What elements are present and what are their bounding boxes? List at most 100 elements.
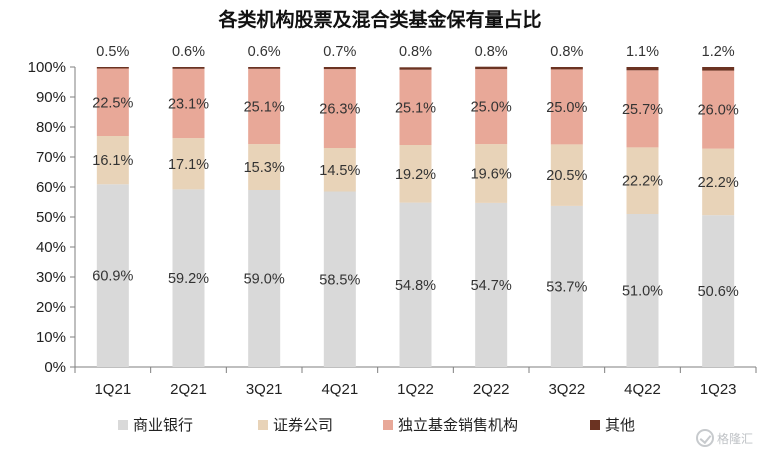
bar-segment xyxy=(172,138,205,190)
bar-segment xyxy=(702,148,735,216)
data-label: 20.5% xyxy=(546,168,587,184)
y-tick-label: 60% xyxy=(36,179,66,196)
bar-segment xyxy=(475,69,508,145)
data-label: 0.8% xyxy=(399,44,432,60)
legend-swatch xyxy=(258,420,268,430)
data-label: 53.7% xyxy=(546,279,587,295)
data-label: 22.5% xyxy=(92,95,133,111)
bar-segment xyxy=(323,148,356,192)
data-label: 0.6% xyxy=(248,44,281,60)
bar-segment xyxy=(475,144,508,203)
data-label: 19.2% xyxy=(395,167,436,183)
data-label: 26.0% xyxy=(698,103,739,119)
data-label: 16.1% xyxy=(92,153,133,169)
bar-segment xyxy=(248,190,281,367)
data-label: 25.0% xyxy=(471,100,512,116)
data-label: 1.1% xyxy=(626,44,659,60)
x-tick-label: 4Q21 xyxy=(321,381,358,398)
bar-segment xyxy=(626,147,659,214)
data-label: 60.9% xyxy=(92,269,133,285)
data-label: 25.1% xyxy=(244,99,285,115)
bar-segment xyxy=(550,67,583,70)
data-label: 50.6% xyxy=(698,284,739,300)
bar-segment xyxy=(172,67,205,69)
data-label: 17.1% xyxy=(168,157,209,173)
data-label: 26.3% xyxy=(319,102,360,118)
legend: 商业银行 证券公司 独立基金销售机构 其他 xyxy=(118,416,635,434)
x-tick-label: 3Q21 xyxy=(246,381,283,398)
data-label: 0.6% xyxy=(172,44,205,60)
check-circle-icon xyxy=(695,429,714,447)
bar-segment xyxy=(702,70,735,149)
bar-segment xyxy=(172,189,205,367)
legend-swatch xyxy=(590,420,600,430)
bar-segment xyxy=(702,215,735,367)
data-label: 58.5% xyxy=(319,272,360,288)
y-tick-label: 70% xyxy=(36,149,66,166)
legend-label: 独立基金销售机构 xyxy=(398,416,518,434)
data-label: 0.8% xyxy=(550,44,583,60)
bar-segment xyxy=(626,70,659,148)
y-tick-label: 100% xyxy=(28,59,66,76)
data-label: 23.1% xyxy=(168,96,209,112)
data-label: 59.0% xyxy=(244,272,285,288)
bar-segment xyxy=(399,67,432,70)
bar-segment xyxy=(96,68,129,136)
x-tick-label: 1Q22 xyxy=(397,381,434,398)
data-label: 0.8% xyxy=(475,44,508,60)
bar-segment xyxy=(323,67,356,70)
legend-label: 其他 xyxy=(605,416,635,434)
y-tick-label: 20% xyxy=(36,299,66,316)
bar-segment xyxy=(475,202,508,367)
watermark-text: 格隆汇 xyxy=(716,431,753,446)
bar-segment xyxy=(626,214,659,367)
bar-segment xyxy=(626,67,659,71)
data-label: 15.3% xyxy=(244,160,285,176)
legend-swatch xyxy=(118,420,128,430)
bar-segment xyxy=(550,205,583,367)
y-tick-label: 0% xyxy=(44,359,66,376)
bar-segment xyxy=(96,136,129,185)
data-label: 54.8% xyxy=(395,278,436,294)
data-label: 51.0% xyxy=(622,284,663,300)
y-tick-label: 90% xyxy=(36,89,66,106)
bar-segment xyxy=(399,69,432,145)
bar-segment xyxy=(702,67,735,71)
x-tick-label: 1Q23 xyxy=(700,381,737,398)
bar-segment xyxy=(248,144,281,190)
bar-segment xyxy=(96,184,129,367)
bar-segment xyxy=(96,67,129,69)
y-tick-label: 40% xyxy=(36,239,66,256)
bar-segment xyxy=(323,191,356,367)
legend-swatch xyxy=(383,420,393,430)
x-tick-label: 4Q22 xyxy=(624,381,661,398)
data-label: 22.2% xyxy=(622,174,663,190)
bar-segment xyxy=(475,66,508,70)
bars xyxy=(96,66,735,367)
x-tick-label: 2Q21 xyxy=(170,381,207,398)
legend-label: 证券公司 xyxy=(273,416,333,434)
data-label: 25.7% xyxy=(622,102,663,118)
bar-segment xyxy=(399,202,432,367)
bar-segment xyxy=(323,69,356,148)
x-tick-label: 3Q22 xyxy=(548,381,585,398)
x-tick-label: 2Q22 xyxy=(473,381,510,398)
watermark: 格隆汇 xyxy=(695,429,753,447)
y-tick-label: 50% xyxy=(36,209,66,226)
data-label: 1.2% xyxy=(702,44,735,60)
data-label: 22.2% xyxy=(698,175,739,191)
y-tick-label: 30% xyxy=(36,269,66,286)
data-label: 59.2% xyxy=(168,271,209,287)
bar-segment xyxy=(550,144,583,206)
data-label: 14.5% xyxy=(319,163,360,179)
bar-segment xyxy=(550,69,583,145)
chart-title: 各类机构股票及混合类基金保有量占比 xyxy=(217,8,541,31)
data-label: 0.5% xyxy=(96,44,129,60)
data-label: 25.1% xyxy=(395,100,436,116)
legend-label: 商业银行 xyxy=(133,416,193,434)
y-tick-label: 80% xyxy=(36,119,66,136)
axes: 0% 10% 20% 30% 40% 50% 60% 70% 80% 90% 100% 1Q21 2Q2… xyxy=(28,59,757,398)
data-label: 54.7% xyxy=(471,278,512,294)
